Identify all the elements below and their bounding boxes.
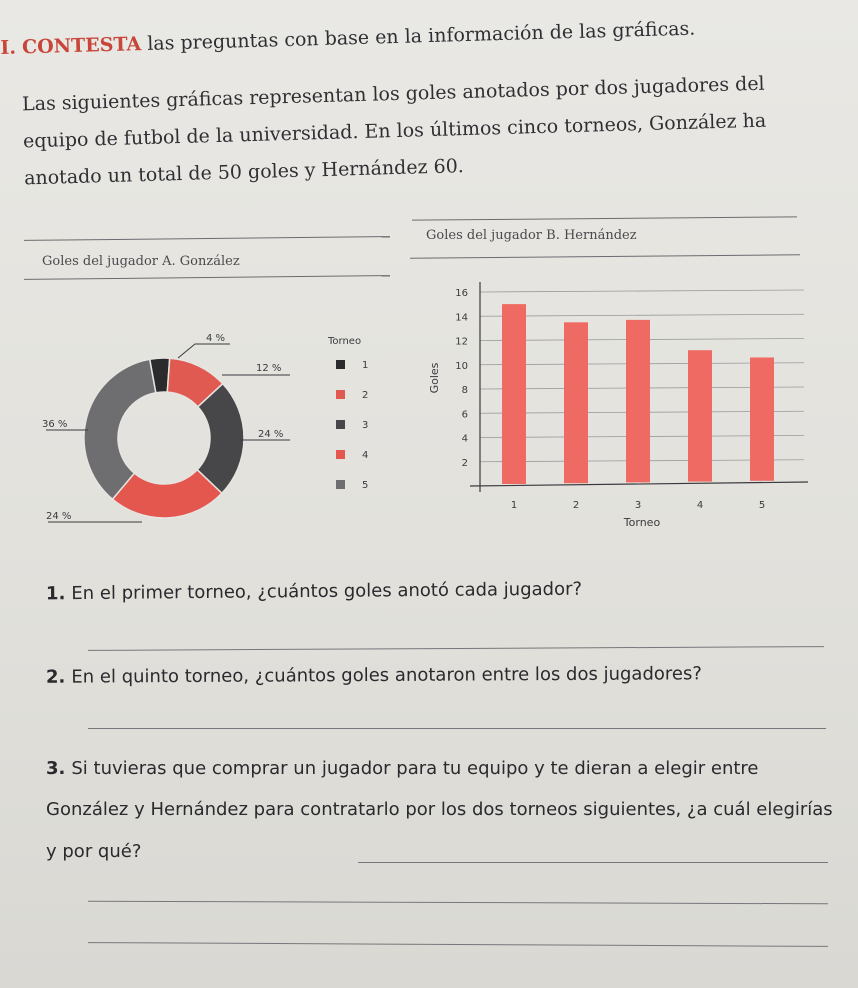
legend-label-5: 5 bbox=[362, 480, 368, 491]
pct-label-5: 36 % bbox=[42, 419, 67, 430]
donut-chart-title: Goles del jugador A. González bbox=[42, 254, 240, 269]
instruction-text: las preguntas con base en la información… bbox=[146, 17, 696, 55]
x-tick-1: 1 bbox=[511, 500, 517, 511]
question-3-text: Si tuvieras que comprar un jugador para … bbox=[46, 758, 833, 862]
pct-label-1: 4 % bbox=[206, 333, 225, 344]
intro-block: I. CONTESTA las preguntas con base en la… bbox=[0, 7, 825, 204]
leader-slice-1 bbox=[177, 343, 230, 359]
legend-label-2: 2 bbox=[362, 390, 368, 401]
question-2-number: 2. bbox=[45, 666, 66, 688]
intro-paragraph: Las siguientes gráficas representan los … bbox=[21, 72, 767, 190]
answer-line-2[interactable] bbox=[88, 728, 826, 729]
bar-torneo-2 bbox=[564, 322, 588, 484]
y-tick-16: 16 bbox=[455, 288, 468, 299]
instruction-lead: CONTESTA bbox=[21, 33, 142, 59]
question-1-text: En el primer torneo, ¿cuántos goles anot… bbox=[71, 578, 583, 605]
x-tick-4: 4 bbox=[697, 500, 703, 511]
question-3-number: 3. bbox=[46, 758, 66, 779]
donut-chart: 4 % 12 % 24 % 24 % 36 % Torneo 1 2 3 4 5 bbox=[42, 333, 368, 523]
pct-label-3: 24 % bbox=[258, 429, 283, 440]
x-axis-label: Torneo bbox=[623, 516, 661, 529]
question-2: 2. En el quinto torneo, ¿cuántos goles an… bbox=[46, 660, 702, 690]
bar-torneo-4 bbox=[688, 350, 712, 482]
y-tick-8: 8 bbox=[462, 385, 468, 396]
legend-label-3: 3 bbox=[362, 420, 368, 431]
legend-label-4: 4 bbox=[362, 450, 368, 461]
legend-swatch-5 bbox=[336, 480, 345, 489]
x-axis bbox=[469, 481, 809, 487]
legend-swatch-3 bbox=[336, 420, 345, 429]
question-1-number: 1. bbox=[45, 583, 66, 605]
y-tick-4: 4 bbox=[462, 434, 468, 445]
donut-slice-5 bbox=[83, 358, 157, 501]
bar-torneo-3 bbox=[626, 319, 650, 483]
legend-swatch-2 bbox=[336, 390, 345, 399]
y-tick-6: 6 bbox=[462, 409, 468, 420]
pct-label-2: 12 % bbox=[256, 363, 281, 374]
question-2-text: En el quinto torneo, ¿cuántos goles anot… bbox=[71, 663, 702, 688]
legend-label-1: 1 bbox=[362, 360, 368, 371]
pct-label-4: 24 % bbox=[46, 511, 71, 522]
y-axis-label: Goles bbox=[428, 362, 441, 393]
bar-torneo-5 bbox=[750, 357, 774, 481]
gridline-14 bbox=[479, 313, 805, 317]
gridline-16 bbox=[479, 289, 805, 293]
legend-title: Torneo bbox=[327, 336, 361, 347]
question-1: 1. En el primer torneo, ¿cuántos goles an… bbox=[46, 576, 582, 608]
y-tick-14: 14 bbox=[455, 312, 468, 323]
instruction-number: I. bbox=[0, 36, 17, 59]
question-3: 3. Si tuvieras que comprar un jugador par… bbox=[46, 748, 836, 872]
x-tick-2: 2 bbox=[573, 500, 579, 511]
legend-swatch-4 bbox=[336, 450, 345, 459]
bar-chart-title: Goles del jugador B. Hernández bbox=[426, 228, 637, 243]
bar-torneo-1 bbox=[502, 304, 526, 484]
legend-swatch-1 bbox=[336, 360, 345, 369]
y-tick-2: 2 bbox=[462, 458, 468, 469]
y-tick-12: 12 bbox=[455, 337, 468, 348]
y-tick-10: 10 bbox=[455, 361, 468, 372]
x-tick-5: 5 bbox=[759, 500, 765, 511]
x-tick-3: 3 bbox=[635, 500, 641, 511]
answer-line-3a[interactable] bbox=[358, 862, 828, 863]
